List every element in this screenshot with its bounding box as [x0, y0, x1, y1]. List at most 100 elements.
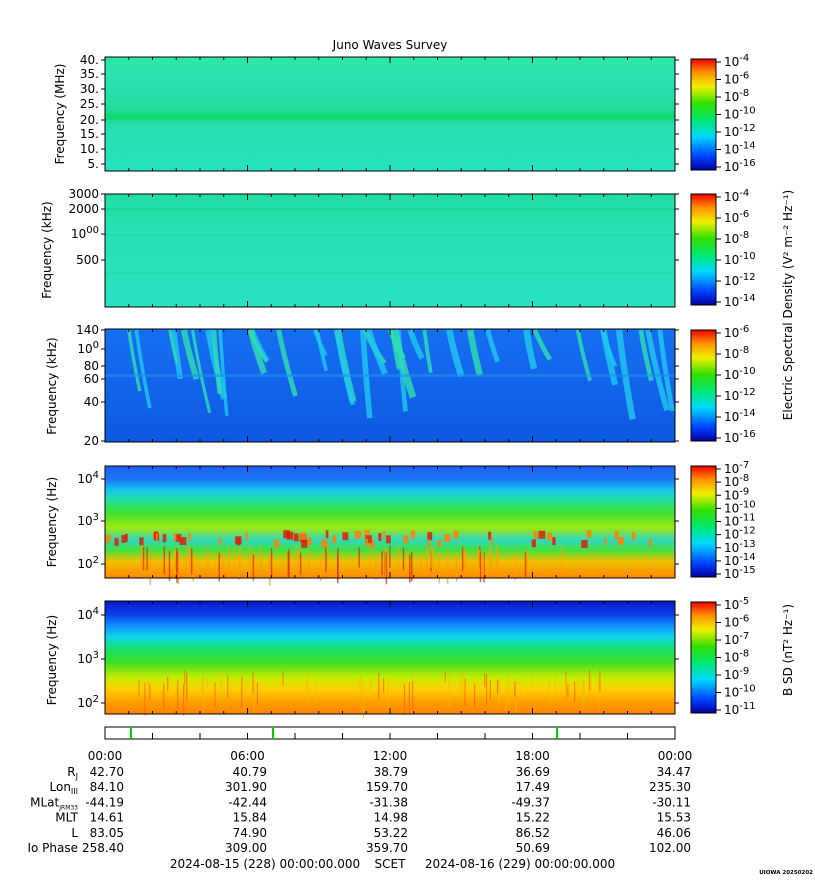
e-low-burst: [453, 530, 459, 539]
time-label: 12:00: [373, 749, 408, 763]
time-axis-labels: 00:00 06:00 12:00 18:00 00:00: [88, 749, 693, 763]
lf-emission: [191, 329, 212, 414]
e-low-streak: [248, 545, 251, 576]
b-streak: [582, 678, 584, 710]
ephem-label: MLT: [55, 811, 78, 825]
e-low-streak: [425, 550, 428, 574]
e-low-streak: [482, 553, 485, 579]
spectrogram-b: [105, 601, 675, 714]
e-low-burst: [307, 537, 312, 546]
b-streak: [282, 670, 284, 686]
lf-emission: [407, 329, 425, 360]
b-streak: [505, 683, 507, 711]
scet-end: 2024-08-16 (229) 00:00:00.000: [425, 857, 615, 871]
ylabel-b: Frequency (Hz): [45, 615, 59, 706]
lf-emission: [365, 329, 388, 375]
e-low-burst: [403, 535, 409, 544]
b-streak: [253, 678, 255, 714]
ephem-value: 15.22: [516, 811, 550, 825]
colorbar-tick-label: 10-8: [724, 473, 749, 489]
ephemeris-table: RJ 42.70 40.79 38.79 36.69 34.47 LonIII 84.10 30…: [27, 765, 691, 855]
b-streak: [177, 679, 179, 711]
lf-emission: [247, 329, 269, 363]
colorbar-3: [690, 329, 717, 442]
ephem-value: 42.70: [90, 765, 124, 779]
e-low-streak: [369, 549, 371, 574]
ytick-label: 25.: [80, 97, 99, 111]
ephem-value: 83.05: [90, 826, 124, 840]
ephem-value: 235.30: [649, 780, 691, 794]
colorbars: 10-410-610-810-1010-1210-1410-1610-410-6…: [690, 53, 795, 717]
e-low-streak: [163, 546, 166, 574]
b-streak: [314, 681, 316, 704]
e-low-streak: [270, 548, 273, 579]
e-low-burst: [364, 530, 370, 539]
b-streak: [496, 679, 499, 695]
b-streak: [408, 682, 411, 715]
b-streak: [514, 681, 516, 698]
e-low-streak: [253, 549, 256, 574]
e-low-burst: [604, 537, 607, 546]
e-low-burst: [321, 539, 328, 548]
b-streak: [167, 676, 169, 691]
b-streak: [383, 677, 385, 693]
e-low-burst: [114, 537, 119, 546]
ytick-label: 30.: [80, 82, 99, 96]
e-low-streak: [420, 554, 423, 576]
xticks-hf-high: [104, 57, 676, 171]
lf-emission: [532, 329, 552, 361]
e-low-burst: [286, 531, 294, 540]
ephem-value: 15.84: [233, 811, 267, 825]
e-low-burst: [325, 530, 329, 539]
ephem-label: MLatJRM33: [30, 795, 78, 811]
ytick-label: 104: [77, 470, 99, 486]
e-low-burst: [581, 539, 588, 548]
xticks-lf: [104, 329, 676, 442]
colorbar-tick-label: 10-10: [724, 251, 756, 267]
ephem-value: 40.79: [233, 765, 267, 779]
e-low-burst: [332, 535, 337, 544]
yticks-b: 104 103 102: [77, 606, 679, 710]
colorbar-tick-label: 10-11: [724, 701, 756, 717]
e-low-burst: [648, 538, 652, 547]
e-low-streak: [438, 551, 441, 584]
e-low-burst: [490, 537, 493, 546]
e-low-emissions: [105, 530, 652, 586]
e-low-streak: [238, 552, 240, 580]
b-emissions: [138, 670, 601, 718]
e-low-burst: [614, 531, 619, 540]
b-streak: [202, 677, 205, 713]
ylabel-e-low: Frequency (Hz): [45, 477, 59, 568]
xticks-hf-low: [104, 194, 676, 307]
e-low-streak: [252, 554, 255, 581]
e-low-burst: [342, 532, 349, 541]
colorbar-tick-label: 10-8: [724, 88, 749, 104]
colorbar-tick-label: 10-16: [724, 429, 756, 445]
b-streak: [144, 682, 146, 716]
ephem-value: -42.44: [228, 795, 267, 809]
colorbar-2: [690, 193, 717, 306]
ytick-label: 40: [84, 395, 99, 409]
colorbar-tick-label: 10-14: [724, 141, 756, 157]
e-low-burst: [155, 533, 158, 542]
e-low-burst: [179, 537, 187, 546]
ytick-label: 140: [76, 323, 99, 337]
band-2mhz: [105, 208, 675, 211]
e-low-streak: [146, 547, 148, 571]
ytick-label: 3000: [68, 187, 99, 201]
lf-emission: [485, 329, 500, 363]
e-low-burst: [631, 532, 636, 541]
e-low-streak: [228, 546, 230, 579]
e-low-streak: [149, 553, 151, 586]
e-low-burst: [121, 534, 126, 543]
ephem-value: -44.19: [85, 795, 124, 809]
e-low-burst: [174, 533, 177, 542]
b-streak: [577, 672, 579, 690]
colorbar-4: [690, 465, 717, 578]
e-low-streak: [375, 553, 377, 580]
b-streak: [369, 677, 372, 692]
e-low-streak: [381, 550, 383, 576]
time-label: 06:00: [230, 749, 265, 763]
colorbar-tick-label: 10-12: [724, 123, 756, 139]
b-streak: [474, 683, 476, 708]
